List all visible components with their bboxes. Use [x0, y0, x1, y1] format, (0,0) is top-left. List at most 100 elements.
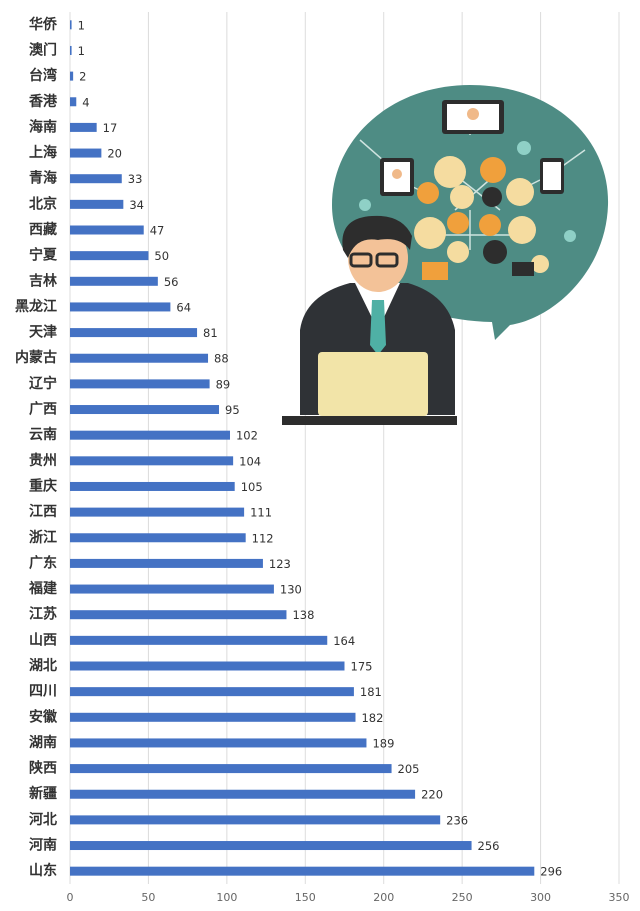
- value-label: 182: [361, 711, 383, 725]
- value-label: 105: [241, 480, 263, 494]
- value-label: 4: [82, 95, 89, 109]
- bar: [70, 610, 287, 620]
- y-tick-label: 华侨: [29, 16, 58, 33]
- y-tick-label: 西藏: [29, 221, 57, 238]
- bar: [70, 45, 72, 55]
- desk: [282, 416, 457, 425]
- y-tick-label: 四川: [29, 684, 57, 700]
- y-tick-label: 河南: [29, 837, 57, 854]
- y-tick-label: 湖南: [29, 734, 57, 751]
- y-tick-label: 贵州: [29, 452, 57, 469]
- value-label: 2: [79, 70, 86, 84]
- value-label: 111: [250, 506, 272, 520]
- bar: [70, 20, 72, 30]
- bar: [70, 533, 246, 543]
- value-label: 64: [176, 300, 191, 314]
- y-tick-label: 澳门: [29, 41, 57, 58]
- value-label: 89: [216, 377, 231, 391]
- bar: [70, 302, 171, 312]
- y-tick-label: 台湾: [29, 67, 57, 84]
- icon-bubbles: [359, 141, 576, 280]
- y-tick-label: 内蒙古: [15, 349, 57, 366]
- bar: [70, 122, 97, 132]
- glasses: [375, 252, 399, 268]
- x-tick-label: 200: [373, 891, 394, 904]
- bar: [70, 661, 345, 671]
- tie: [370, 300, 386, 355]
- value-label: 236: [446, 813, 468, 827]
- avatar-icon: [392, 169, 402, 179]
- bar: [70, 97, 77, 107]
- value-label: 205: [398, 762, 420, 776]
- bar: [70, 405, 220, 415]
- bar: [70, 174, 122, 184]
- bar: [70, 764, 392, 774]
- y-tick-label: 北京: [29, 195, 57, 212]
- bar: [70, 507, 245, 517]
- bar: [70, 353, 209, 363]
- illustration: [282, 85, 609, 425]
- y-tick-label: 浙江: [29, 529, 57, 546]
- y-tick-label: 辽宁: [29, 375, 57, 392]
- y-tick-label: 云南: [29, 426, 57, 443]
- y-tick-label: 宁夏: [29, 247, 58, 264]
- bar: [70, 687, 354, 697]
- value-label: 81: [203, 326, 218, 340]
- y-tick-label: 上海: [29, 144, 57, 161]
- value-label: 34: [129, 198, 144, 212]
- bar: [70, 328, 198, 338]
- glasses: [349, 252, 373, 268]
- grid: 0 50 100 150 200 250 300 350: [67, 12, 630, 904]
- bar: [70, 456, 234, 466]
- bar: [70, 199, 124, 209]
- y-tick-label: 新疆: [29, 785, 57, 802]
- value-label: 50: [154, 249, 169, 263]
- y-tick-label: 江西: [29, 503, 57, 520]
- y-tick-label: 安徽: [29, 708, 58, 725]
- x-tick-label: 0: [67, 891, 74, 904]
- bar: [70, 866, 535, 876]
- value-label: 1: [78, 44, 85, 58]
- x-tick-label: 100: [216, 891, 237, 904]
- value-label: 164: [333, 634, 355, 648]
- value-label: 20: [107, 147, 122, 161]
- value-label: 175: [351, 660, 373, 674]
- x-tick-label: 300: [530, 891, 551, 904]
- y-tick-label: 广东: [29, 554, 57, 571]
- bar: [70, 225, 144, 235]
- value-label: 112: [252, 531, 274, 545]
- bar: [70, 738, 367, 748]
- avatar-icon: [467, 108, 479, 120]
- bar: [70, 276, 158, 286]
- value-label: 138: [292, 608, 314, 622]
- y-tick-label: 重庆: [29, 477, 57, 494]
- bar: [70, 712, 356, 722]
- y-tick-label: 黑龙江: [15, 298, 57, 315]
- y-tick-label: 山东: [29, 862, 57, 879]
- bar: [70, 251, 149, 261]
- value-label: 189: [372, 736, 394, 750]
- bar: [70, 815, 441, 825]
- value-label: 17: [103, 121, 118, 135]
- value-label: 47: [150, 224, 165, 238]
- x-tick-label: 50: [141, 891, 155, 904]
- value-label: 102: [236, 429, 258, 443]
- bar: [70, 379, 210, 389]
- y-tick-label: 天津: [29, 324, 57, 341]
- x-tick-label: 250: [452, 891, 473, 904]
- bar: [70, 584, 274, 594]
- value-label: 56: [164, 275, 179, 289]
- bar: [70, 481, 235, 491]
- y-tick-label: 湖北: [29, 658, 57, 674]
- value-label: 95: [225, 403, 240, 417]
- y-tick-label: 吉林: [29, 272, 57, 289]
- bar: [70, 148, 102, 158]
- laptop: [318, 352, 428, 416]
- value-label: 104: [239, 454, 261, 468]
- bar: [70, 71, 74, 81]
- value-label: 296: [540, 865, 562, 879]
- bar: [70, 841, 472, 851]
- hair: [342, 215, 412, 258]
- value-label: 88: [214, 352, 229, 366]
